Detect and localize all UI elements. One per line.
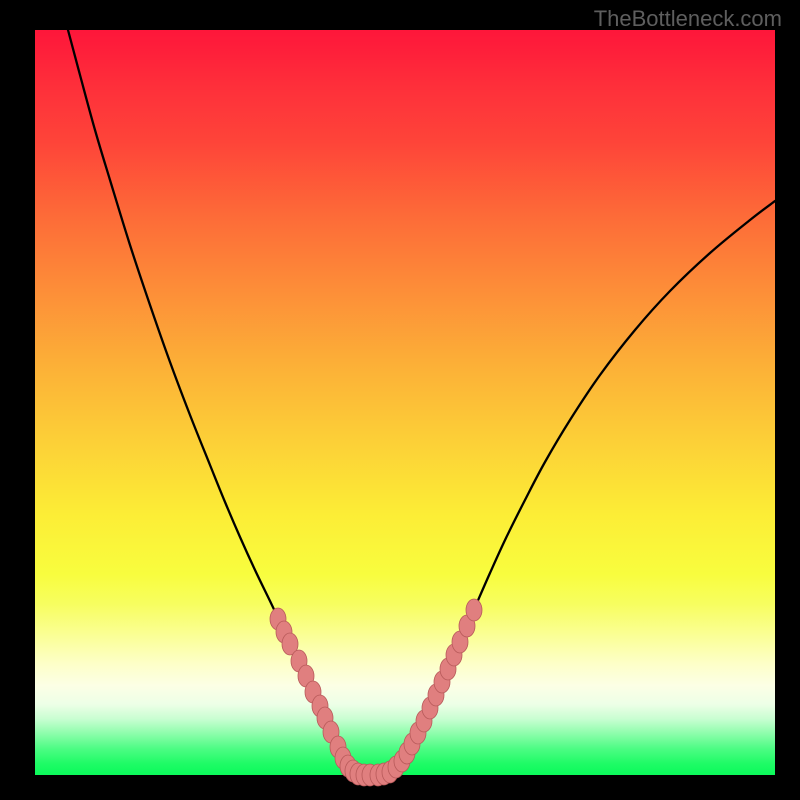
data-point: [466, 599, 482, 621]
watermark-text: TheBottleneck.com: [594, 6, 782, 32]
plot-background: [35, 30, 775, 775]
bottleneck-chart: [0, 0, 800, 800]
